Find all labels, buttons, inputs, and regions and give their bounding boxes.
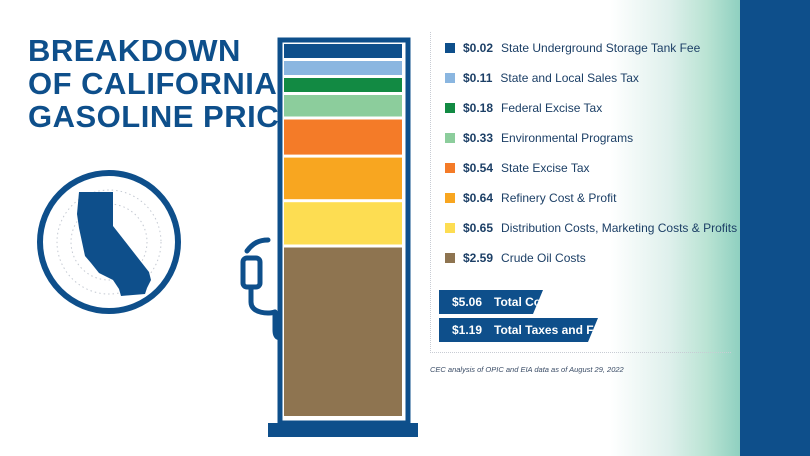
legend-value: $0.65 [463, 221, 494, 235]
legend-value: $0.64 [463, 191, 494, 205]
legend-swatch [445, 133, 455, 143]
legend-item-4: $0.33 Environmental Programs [445, 129, 633, 147]
california-map-icon [77, 192, 151, 296]
legend-swatch [445, 73, 455, 83]
bar-segment-6 [284, 157, 402, 200]
legend-value: $0.18 [463, 101, 494, 115]
legend-value: $0.02 [463, 41, 494, 55]
legend-item-7: $0.65 Distribution Costs, Marketing Costs… [445, 219, 737, 237]
legend-value: $0.54 [463, 161, 494, 175]
legend-label: Distribution Costs, Marketing Costs & Pr… [501, 221, 738, 235]
legend-item-1: $0.02 State Underground Storage Tank Fee [445, 39, 700, 57]
background-gradient [610, 0, 740, 456]
legend-item-6: $0.64 Refinery Cost & Profit [445, 189, 616, 207]
legend-swatch [445, 253, 455, 263]
total-cost-value: $5.06 [452, 295, 483, 309]
legend-value: $0.33 [463, 131, 494, 145]
legend-swatch [445, 223, 455, 233]
legend-label: Environmental Programs [501, 131, 634, 145]
pump-base [268, 423, 418, 437]
legend-value: $2.59 [463, 251, 494, 265]
legend-label: State Underground Storage Tank Fee [501, 41, 701, 55]
legend-swatch [445, 193, 455, 203]
bar-segment-4 [284, 95, 402, 117]
bar-segment-1 [284, 44, 402, 58]
source-note: CEC analysis of OPIC and EIA data as of … [430, 365, 624, 374]
legend-panel: $0.02 State Underground Storage Tank Fee $… [430, 32, 737, 353]
legend-item-2: $0.11 State and Local Sales Tax [445, 69, 639, 87]
title-line-1: BREAKDOWN [28, 33, 241, 68]
pump-nozzle [240, 237, 285, 340]
bar-segment-2 [284, 61, 402, 75]
title-line-2: OF CALIFORNIA [28, 66, 278, 101]
page-title: BREAKDOWN OF CALIFORNIA GASOLINE PRICES [28, 33, 322, 134]
legend-label: Crude Oil Costs [501, 251, 586, 265]
legend-item-3: $0.18 Federal Excise Tax [445, 99, 602, 117]
legend-item-8: $2.59 Crude Oil Costs [445, 249, 586, 267]
legend-label: Refinery Cost & Profit [501, 191, 617, 205]
badge-dotted-ring-outer [56, 189, 162, 295]
bar-segment-7 [284, 202, 402, 245]
legend-item-5: $0.54 State Excise Tax [445, 159, 590, 177]
total-cost-label: Total Cost [494, 295, 552, 309]
legend-swatch [445, 43, 455, 53]
legend-label: Federal Excise Tax [501, 101, 603, 115]
total-taxes-label: Total Taxes and Fees [494, 323, 614, 337]
title-line-3: GASOLINE PRICES [28, 99, 322, 134]
bar-segment-3 [284, 78, 402, 92]
legend-swatch [445, 103, 455, 113]
badge-dotted-ring-inner [70, 203, 148, 281]
legend-label: State and Local Sales Tax [500, 71, 639, 85]
total-taxes-bar: $1.19 Total Taxes and Fees [439, 318, 598, 342]
bar-segment-8 [284, 247, 402, 416]
legend-swatch [445, 163, 455, 173]
legend-label: State Excise Tax [501, 161, 590, 175]
bar-segment-5 [284, 119, 402, 155]
gas-pump-stacked-bar [240, 37, 418, 437]
brand-band [740, 0, 810, 456]
total-cost-bar: $5.06 Total Cost [439, 290, 543, 314]
legend-value: $0.11 [463, 71, 493, 85]
california-badge [37, 170, 181, 314]
total-taxes-value: $1.19 [452, 323, 483, 337]
